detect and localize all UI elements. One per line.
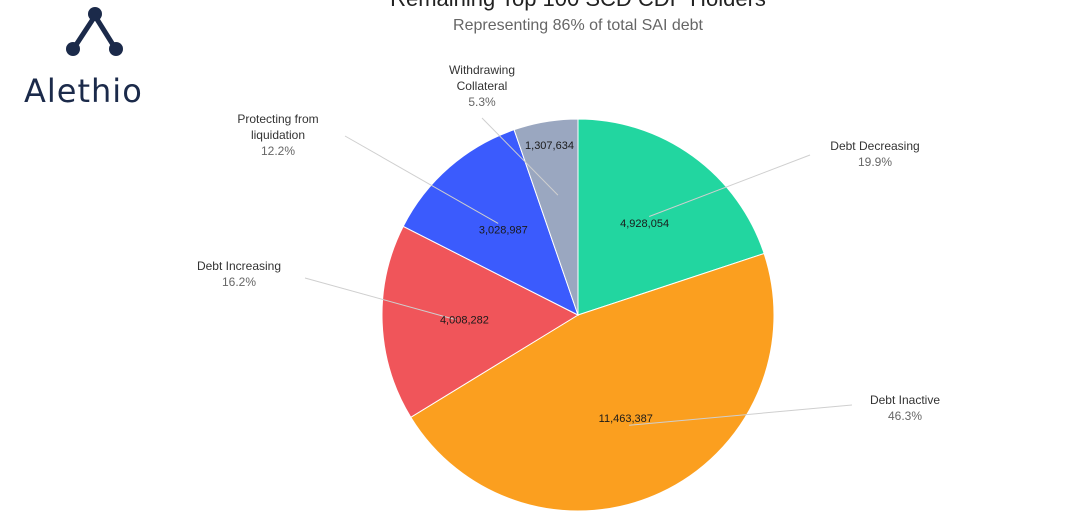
slice-value-labels: 4,928,054 11,463,387 4,008,282 3,028,987 1,3…	[440, 140, 669, 425]
slice-label-percent: 12.2%	[261, 144, 295, 158]
brand-name: Alethio	[24, 72, 143, 110]
leader-lines	[304, 117, 853, 426]
slice-label-percent: 5.3%	[468, 95, 496, 109]
slice-label-debt-increasing: Debt Increasing 16.2%	[197, 259, 281, 289]
slice-label-name: Debt Inactive	[870, 393, 940, 407]
slice-label-debt-inactive: Debt Inactive 46.3%	[870, 393, 940, 423]
leader-line-protecting-from-liquidation	[344, 135, 499, 224]
chart-subtitle: Representing 86% of total SAI debt	[453, 17, 703, 34]
slice-value-debt-increasing: 4,008,282	[440, 315, 489, 327]
slice-label-name: Protecting from	[237, 112, 318, 126]
slice-label-percent: 46.3%	[888, 409, 922, 423]
slice-label-name: Debt Increasing	[197, 259, 281, 273]
pie-slice-debt-decreasing	[577, 118, 765, 316]
slice-label-protecting-from-liquidation: Protecting from liquidation 12.2%	[237, 112, 318, 158]
slice-label-name: Debt Decreasing	[830, 139, 919, 153]
slice-label-withdrawing-collateral: Withdrawing Collateral 5.3%	[449, 63, 515, 109]
slice-value-withdrawing-collateral: 1,307,634	[525, 140, 574, 152]
slice-label-name: liquidation	[251, 128, 305, 142]
pie-slice-withdrawing-collateral	[513, 118, 579, 316]
leader-line-withdrawing-collateral	[481, 117, 559, 196]
slice-value-debt-decreasing: 4,928,054	[620, 218, 669, 230]
leader-line-debt-inactive	[629, 404, 853, 426]
slice-label-percent: 19.9%	[858, 155, 892, 169]
pie-slice-debt-inactive	[410, 252, 775, 512]
leader-line-debt-decreasing	[649, 154, 811, 217]
pie-slice-debt-increasing	[381, 225, 580, 418]
chart-title: Remaining Top 100 SCD CDP Holders	[390, 0, 766, 11]
alethio-logo-icon	[66, 7, 123, 56]
pie-slices	[381, 118, 775, 512]
leader-line-debt-increasing	[304, 277, 457, 321]
slice-label-name: Withdrawing	[449, 63, 515, 77]
slice-value-debt-inactive: 11,463,387	[599, 413, 653, 425]
slice-label-debt-decreasing: Debt Decreasing 19.9%	[830, 139, 919, 169]
pie-slice-protecting-from-liquidation	[402, 129, 579, 317]
slice-label-name: Collateral	[457, 79, 508, 93]
slice-value-protecting-from-liquidation: 3,028,987	[479, 224, 528, 236]
slice-label-percent: 16.2%	[222, 275, 256, 289]
